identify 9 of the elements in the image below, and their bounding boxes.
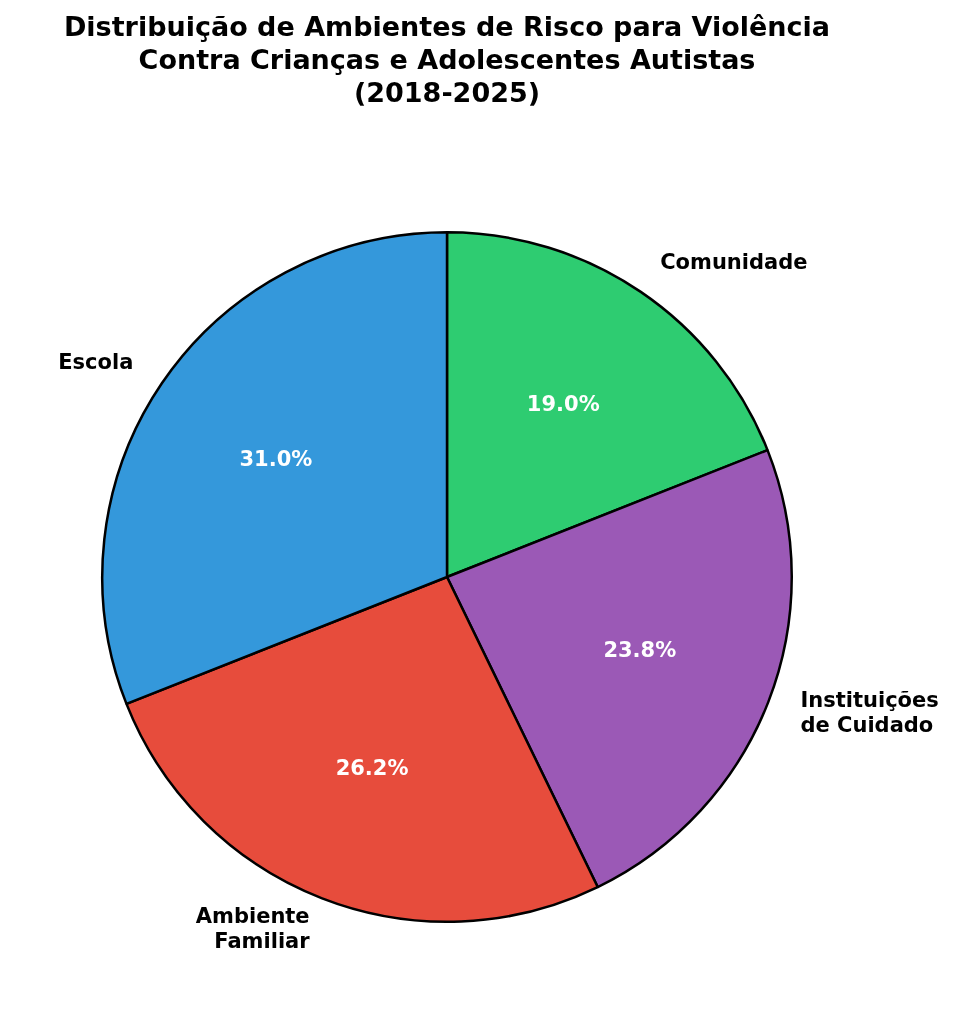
data-label: 26.2% xyxy=(335,756,409,781)
data-label: 23.8% xyxy=(603,638,677,663)
slice-label: Escola xyxy=(58,350,134,375)
data-label: 19.0% xyxy=(526,392,600,417)
chart-title: Distribuição de Ambientes de Risco para Violência Contra Crianças e Adolescentes Autistas (2018-2025) xyxy=(63,11,831,109)
data-label: 31.0% xyxy=(239,447,313,472)
slice-label: Ambiente Familiar xyxy=(195,904,311,954)
slice-label: Comunidade xyxy=(660,249,808,274)
slice-label: Instituições de Cuidado xyxy=(800,688,939,738)
